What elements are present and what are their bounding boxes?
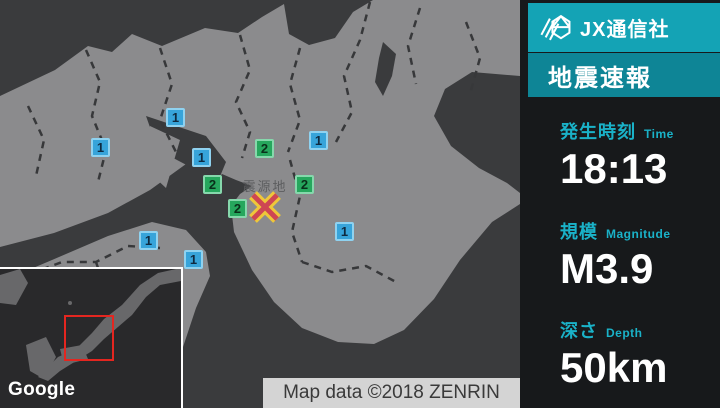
intensity-marker-1: 1 <box>166 108 185 127</box>
brand-header: JX通信社 <box>528 3 720 52</box>
intensity-marker-2: 2 <box>203 175 222 194</box>
lake-biwa <box>375 42 396 96</box>
viewport-rectangle <box>64 315 114 361</box>
inset-map-illustration <box>0 269 181 408</box>
brand-name: JX通信社 <box>580 19 670 41</box>
magnitude-section: 規模 Magnitude M3.9 <box>560 218 720 294</box>
overview-inset-map: Google <box>0 267 183 408</box>
time-label-en: Time <box>644 127 674 141</box>
time-label-ja: 発生時刻 <box>560 122 636 142</box>
magnitude-value: M3.9 <box>560 244 654 292</box>
intensity-marker-1: 1 <box>309 131 328 150</box>
depth-value: 50km <box>560 344 668 392</box>
intensity-marker-2: 2 <box>228 199 247 218</box>
epicenter-x-icon <box>249 191 281 223</box>
intensity-marker-1: 1 <box>335 222 354 241</box>
epicenter-label: 震源地 <box>242 179 288 194</box>
prefecture-borders <box>26 1 482 293</box>
time-value: 18:13 <box>560 145 668 192</box>
alert-details: 発生時刻 Time 18:13 規模 Magnitude M3.9 深さ Dep… <box>520 97 720 393</box>
alert-title: 地震速報 <box>548 64 652 92</box>
intensity-marker-2: 2 <box>255 139 274 158</box>
intensity-marker-1: 1 <box>139 231 158 250</box>
depth-label-en: Depth <box>606 326 643 341</box>
depth-section: 深さ Depth 50km <box>560 317 720 393</box>
time-section: 発生時刻 Time 18:13 <box>560 118 720 194</box>
intensity-marker-1: 1 <box>192 148 211 167</box>
magnitude-label-ja: 規模 <box>560 221 598 242</box>
intensity-marker-2: 2 <box>295 175 314 194</box>
landmass-awaji <box>138 126 180 188</box>
intensity-marker-1: 1 <box>91 138 110 157</box>
jx-logo-icon <box>540 14 571 40</box>
alert-title-banner: 地震速報 <box>528 53 720 97</box>
magnitude-label-en: Magnitude <box>606 226 671 241</box>
landmass-honshu <box>0 0 520 344</box>
depth-label-ja: 深さ <box>560 321 598 342</box>
google-logo[interactable]: Google <box>8 379 76 400</box>
alert-sidebar: JX通信社 地震速報 発生時刻 Time 18:13 規模 Magnitude … <box>520 0 720 408</box>
map-attribution: Map data ©2018 ZENRIN <box>263 378 520 408</box>
intensity-marker-1: 1 <box>184 250 203 269</box>
